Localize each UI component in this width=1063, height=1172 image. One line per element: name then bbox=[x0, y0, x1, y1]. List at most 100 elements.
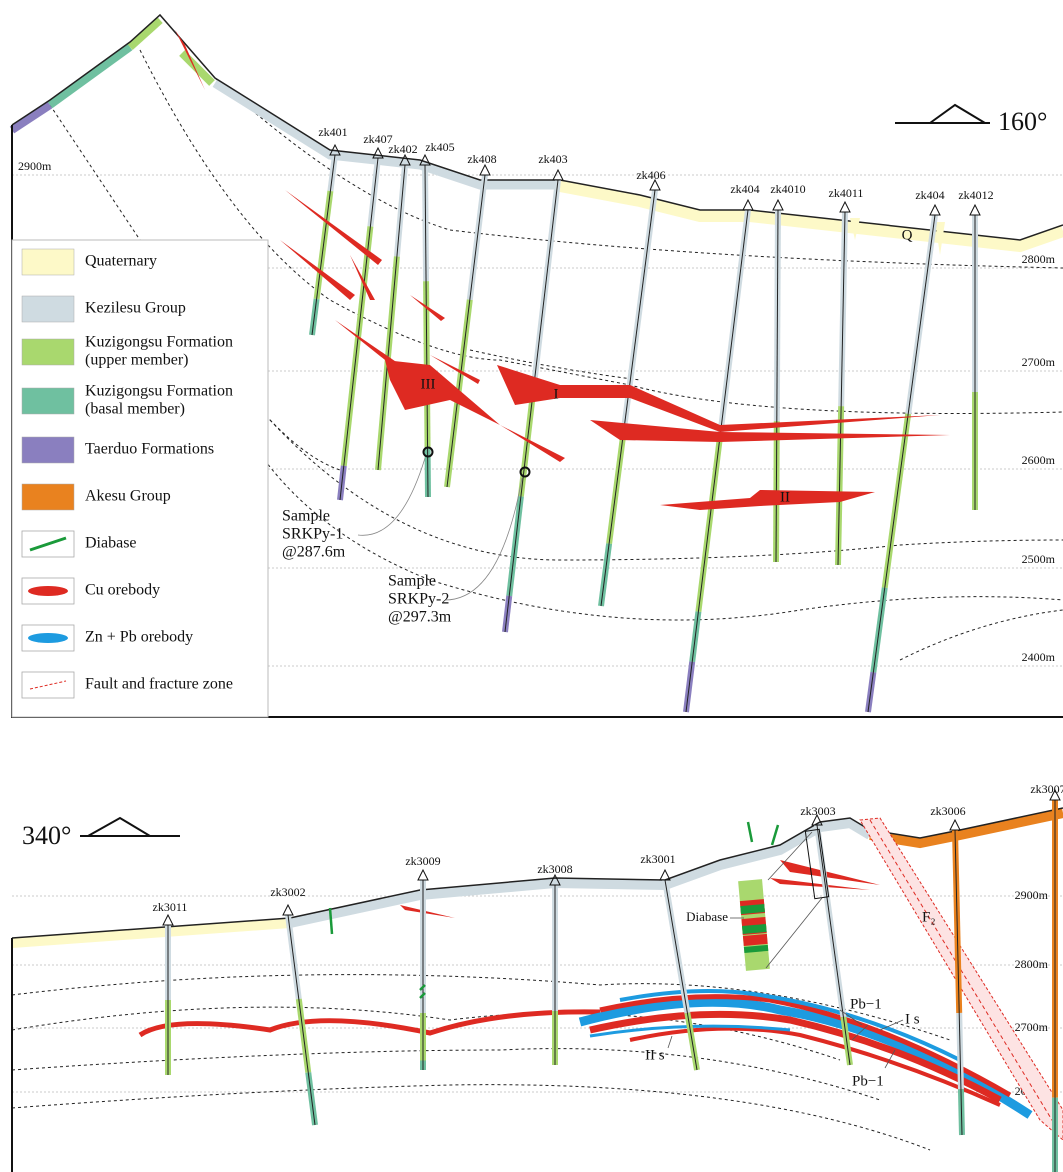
cu-orebody bbox=[497, 365, 940, 432]
legend-label: Fault and fracture zone bbox=[85, 676, 233, 693]
drillhole-label: zk4012 bbox=[958, 188, 993, 202]
drillhole-collar bbox=[743, 200, 753, 210]
diabase-core-stripe bbox=[743, 934, 768, 946]
formation-boundary bbox=[470, 350, 640, 380]
cu-orebody bbox=[140, 1012, 600, 1035]
cu-orebody bbox=[335, 320, 405, 372]
drillhole-label: zk4011 bbox=[829, 186, 864, 200]
orebody-label: I bbox=[554, 386, 559, 402]
quaternary-label: Q bbox=[902, 227, 913, 243]
legend-label: Quaternary bbox=[85, 253, 157, 270]
drillhole-collar bbox=[970, 205, 980, 215]
legend-label: Diabase bbox=[85, 535, 137, 552]
legend-swatch bbox=[22, 249, 74, 275]
legend-label: (upper member) bbox=[85, 352, 189, 369]
upper-band bbox=[130, 20, 160, 47]
label-leader bbox=[668, 1036, 672, 1048]
elevation-label: 2400m bbox=[1022, 650, 1056, 664]
legend-swatch bbox=[22, 388, 74, 414]
drillhole-collar bbox=[950, 820, 960, 830]
drillhole-label: zk402 bbox=[388, 142, 417, 156]
legend-swatch bbox=[22, 484, 74, 510]
orebody-label: II bbox=[780, 489, 790, 505]
drillhole-label: zk3006 bbox=[930, 804, 965, 818]
cu-orebody bbox=[500, 425, 565, 462]
drillhole-collar bbox=[283, 905, 293, 915]
cu-orebody bbox=[175, 30, 205, 90]
drillhole-axis bbox=[686, 210, 748, 712]
legend-swatch bbox=[22, 437, 74, 463]
legend-swatch bbox=[22, 339, 74, 365]
elevation-label: 2700m bbox=[1015, 1020, 1049, 1034]
diabase-dike bbox=[748, 822, 752, 842]
drillhole-label: zk3007 bbox=[1030, 782, 1063, 796]
drillhole-axis bbox=[505, 180, 558, 632]
elevation-label: 2600m bbox=[1022, 453, 1056, 467]
legend-swatch bbox=[22, 672, 74, 698]
legend-symbol bbox=[28, 633, 68, 643]
orebody-label: Pb−1 bbox=[850, 996, 882, 1012]
orebody-label: II s bbox=[645, 1047, 665, 1063]
formation-boundary bbox=[270, 420, 1063, 560]
drillhole-axis bbox=[868, 215, 935, 712]
direction-symbol bbox=[88, 818, 150, 836]
drillhole-collar bbox=[840, 202, 850, 212]
drillhole-collar bbox=[480, 165, 490, 175]
legend-label: Akesu Group bbox=[85, 488, 171, 505]
direction-label: 340° bbox=[22, 821, 71, 850]
drillhole-collar bbox=[418, 870, 428, 880]
elevation-label: 2500m bbox=[1022, 552, 1056, 566]
diabase-label: Diabase bbox=[686, 909, 728, 924]
drillhole-collar bbox=[930, 205, 940, 215]
direction-symbol bbox=[930, 105, 985, 123]
drillhole-collar bbox=[773, 200, 783, 210]
diabase-dike bbox=[772, 825, 778, 845]
sample-label: @297.3m bbox=[388, 609, 452, 626]
drillhole-label: zk4010 bbox=[770, 182, 805, 196]
drillhole-axis bbox=[447, 175, 485, 487]
drillhole-label: zk3001 bbox=[640, 852, 675, 866]
drillhole-label: zk3002 bbox=[270, 885, 305, 899]
elevation-label: 2800m bbox=[1022, 252, 1056, 266]
drillhole-label: zk3009 bbox=[405, 854, 440, 868]
orebody-label: III bbox=[421, 376, 436, 392]
drillhole-label: zk405 bbox=[425, 140, 454, 154]
legend-label: Zn + Pb orebody bbox=[85, 629, 193, 646]
sample-label: Sample bbox=[282, 508, 330, 525]
taerduo-band bbox=[12, 105, 50, 130]
elevation-label: 2900m bbox=[18, 159, 52, 173]
sample-label: SRKPy-1 bbox=[282, 526, 343, 543]
drillhole-label: zk403 bbox=[538, 152, 567, 166]
orebody-label: Pb−1 bbox=[852, 1073, 884, 1089]
direction-label: 160° bbox=[998, 107, 1047, 136]
drillhole-label: zk3003 bbox=[800, 804, 835, 818]
legend-label: Cu orebody bbox=[85, 582, 160, 599]
legend-label: (basal member) bbox=[85, 401, 185, 418]
sample-label: @287.6m bbox=[282, 544, 346, 561]
orebody-label: I s bbox=[905, 1011, 920, 1027]
legend-label: Kezilesu Group bbox=[85, 300, 186, 317]
cross-sections: 2900m2800m2700m2600m2500m2400mzk401zk407… bbox=[0, 0, 1063, 1172]
basal-band bbox=[50, 47, 130, 105]
elevation-label: 2700m bbox=[1022, 355, 1056, 369]
drillhole-axis bbox=[312, 155, 335, 335]
quaternary-band bbox=[12, 923, 290, 943]
inset-leader bbox=[766, 898, 822, 968]
drillhole-axis bbox=[378, 165, 405, 470]
drillhole-label: zk404 bbox=[730, 182, 759, 196]
sample-leader bbox=[358, 458, 425, 535]
legend-label: Kuzigongsu Formation bbox=[85, 334, 233, 351]
legend-label: Taerduo Formations bbox=[85, 441, 214, 458]
sample-label: SRKPy-2 bbox=[388, 591, 449, 608]
drillhole-label: zk401 bbox=[318, 125, 347, 139]
drillhole-label: zk408 bbox=[467, 152, 496, 166]
drillhole-label: zk406 bbox=[636, 168, 665, 182]
kezilesu-band bbox=[290, 823, 870, 923]
sample-label: Sample bbox=[388, 573, 436, 590]
topography bbox=[12, 15, 1063, 240]
legend-swatch bbox=[22, 296, 74, 322]
drillhole-axis bbox=[340, 158, 378, 500]
formation-boundary bbox=[12, 1085, 930, 1150]
elevation-label: 2900m bbox=[1015, 888, 1049, 902]
elevation-label: 2800m bbox=[1015, 957, 1049, 971]
